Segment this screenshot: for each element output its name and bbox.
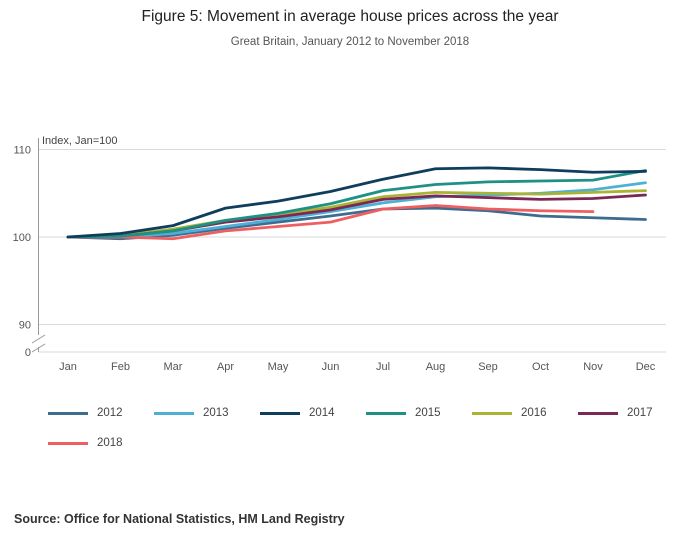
legend-item-2013: 2013 [154,404,260,422]
legend-label-2014: 2014 [309,407,335,419]
axis-break-mark [31,343,46,353]
legend-item-2015: 2015 [366,404,472,422]
legend-item-2018: 2018 [48,434,154,452]
legend-swatch-2013 [154,411,194,415]
legend-swatch-2012 [48,411,88,415]
x-tick-label-oct: Oct [532,361,549,373]
legend-item-2017: 2017 [578,404,684,422]
legend-item-2014: 2014 [260,404,366,422]
legend-label-2016: 2016 [521,407,547,419]
x-tick-label-aug: Aug [426,361,446,373]
series-line-2016 [66,189,647,239]
x-tick-label-jul: Jul [376,361,390,373]
y-tick-label: 100 [13,232,31,244]
x-tick-label-sep: Sep [478,361,498,373]
series-line-2014 [66,166,647,239]
chart-legend: 2012 2013 2014 2015 2016 2017 2018 [48,404,696,452]
y-tick-label: 0 [25,347,31,359]
x-tick-label-jan: Jan [59,361,77,373]
legend-label-2012: 2012 [97,407,123,419]
legend-label-2018: 2018 [97,437,123,449]
legend-item-2012: 2012 [48,404,154,422]
legend-swatch-2014 [260,411,300,415]
series-line-2018 [66,204,595,241]
legend-swatch-2017 [578,411,618,415]
y-tick-label: 90 [19,320,31,332]
series-line-2015 [66,169,647,239]
source-note: Source: Office for National Statistics, … [14,512,345,526]
chart-title: Figure 5: Movement in average house pric… [141,8,559,25]
legend-swatch-2015 [366,411,406,415]
x-tick-label-apr: Apr [217,361,234,373]
axis-break-mark [31,334,46,344]
legend-label-2017: 2017 [627,407,653,419]
legend-item-2016: 2016 [472,404,578,422]
x-tick-label-nov: Nov [583,361,603,373]
x-tick-label-dec: Dec [636,361,656,373]
x-tick-label-may: May [268,361,289,373]
x-tick-label-jun: Jun [322,361,340,373]
legend-swatch-2018 [48,441,88,445]
x-tick-label-feb: Feb [111,361,130,373]
y-tick-label: 110 [13,145,31,157]
legend-label-2013: 2013 [203,407,229,419]
x-tick-label-mar: Mar [164,361,183,373]
legend-label-2015: 2015 [415,407,441,419]
legend-swatch-2016 [472,411,512,415]
series-line-2012 [66,206,647,241]
y-axis-note: Index, Jan=100 [42,135,118,147]
line-chart: 110 100 90 0 Index, Jan=100 Jan Feb Mar Apr May Ju… [13,135,666,373]
chart-subtitle: Great Britain, January 2012 to November … [230,36,470,48]
